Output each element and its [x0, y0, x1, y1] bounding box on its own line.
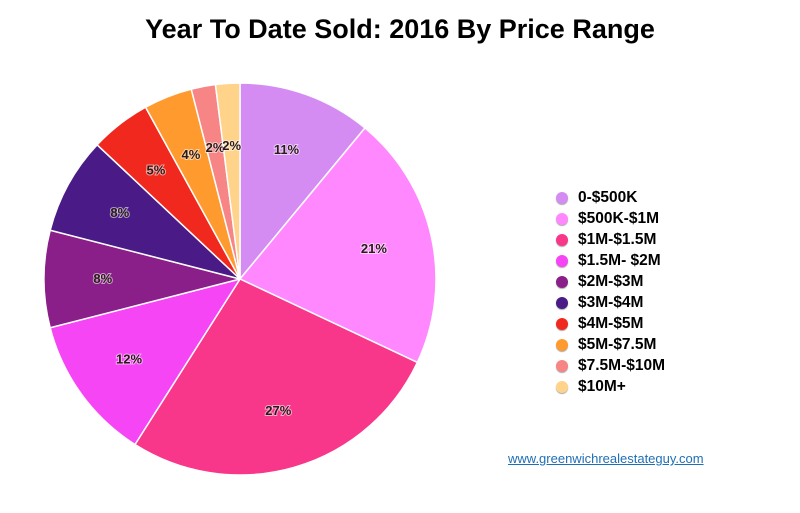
legend-swatch-5 [556, 275, 568, 288]
legend-item-6: $3M-$4M [556, 292, 665, 313]
slice-label-10: 2% [222, 138, 241, 153]
legend-item-3: $1M-$1.5M [556, 229, 665, 250]
legend-item-5: $2M-$3M [556, 271, 665, 292]
pie-slice-6 [49, 143, 241, 280]
legend-label-1: 0-$500K [578, 188, 638, 206]
legend-label-3: $1M-$1.5M [578, 230, 657, 248]
pie-slice-2 [238, 126, 437, 364]
chart-title: Year To Date Sold: 2016 By Price Range [145, 14, 655, 44]
slice-label-6: 8% [110, 205, 129, 220]
legend-label-8: $5M-$7.5M [578, 335, 657, 353]
legend-label-10: $10M+ [578, 377, 626, 395]
legend-label-2: $500K-$1M [578, 209, 659, 227]
legend-item-1: 0-$500K [556, 187, 665, 208]
slice-label-1: 11% [274, 142, 300, 157]
legend-swatch-8 [556, 338, 568, 351]
legend-label-5: $2M-$3M [578, 272, 644, 290]
legend-item-8: $5M-$7.5M [556, 334, 665, 355]
legend-item-10: $10M+ [556, 376, 665, 397]
legend-swatch-3 [556, 233, 568, 246]
legend-item-2: $500K-$1M [556, 208, 665, 229]
legend-swatch-2 [556, 212, 568, 225]
legend-swatch-10 [556, 380, 568, 393]
legend-label-4: $1.5M- $2M [578, 251, 661, 269]
pie-slice-3 [133, 278, 419, 476]
legend-item-9: $7.5M-$10M [556, 355, 665, 376]
pie-slice-10 [214, 82, 241, 280]
legend-swatch-4 [556, 254, 568, 267]
slice-label-5: 8% [93, 271, 112, 286]
legend-swatch-7 [556, 317, 568, 330]
legend-label-9: $7.5M-$10M [578, 356, 666, 374]
slice-label-8: 4% [182, 147, 201, 162]
legend-swatch-6 [556, 296, 568, 309]
slice-label-3: 27% [265, 403, 291, 418]
website-link[interactable]: www.greenwichrealestateguy.com [508, 451, 704, 466]
pie-slice-1 [239, 82, 366, 282]
legend-label-6: $3M-$4M [578, 293, 644, 311]
legend: 0-$500K $500K-$1M $1M-$1.5M $1.5M- $2M $2M-$… [556, 187, 665, 397]
pie-slice-4 [49, 277, 242, 446]
legend-item-7: $4M-$5M [556, 313, 665, 334]
legend-swatch-1 [556, 191, 568, 204]
pie-slice-5 [43, 229, 241, 329]
slice-label-7: 5% [147, 163, 166, 178]
slice-label-9: 2% [206, 140, 225, 155]
legend-item-4: $1.5M- $2M [556, 250, 665, 271]
legend-label-7: $4M-$5M [578, 314, 644, 332]
slice-label-4: 12% [116, 352, 142, 367]
legend-swatch-9 [556, 359, 568, 372]
slice-label-2: 21% [361, 241, 387, 256]
